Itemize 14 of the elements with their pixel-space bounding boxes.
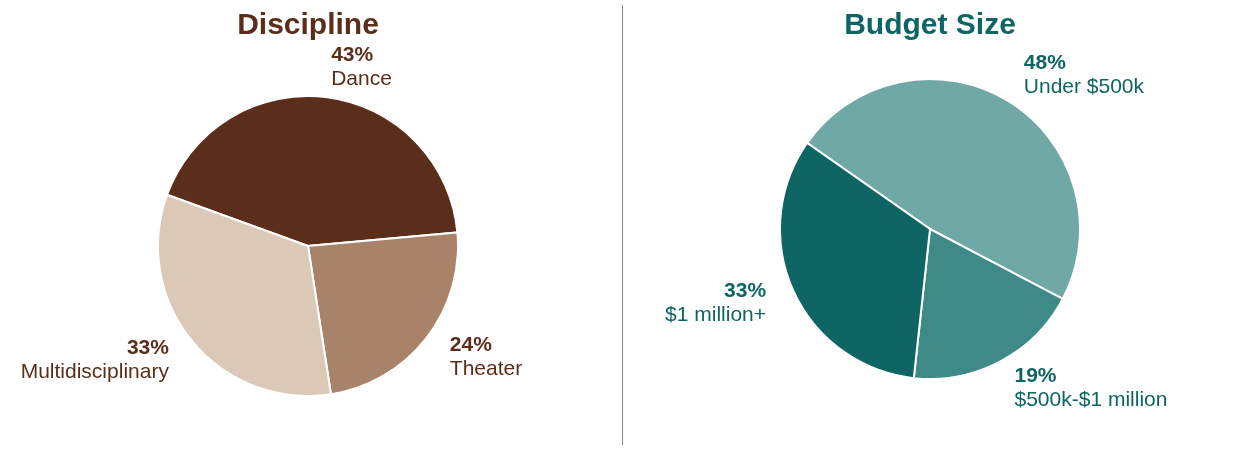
data-label: 48% xyxy=(1023,50,1067,74)
chart-title: Discipline xyxy=(237,7,379,41)
data-label: 33% xyxy=(126,335,170,359)
slice-label: Multidisciplinary xyxy=(20,359,170,383)
data-label: 33% xyxy=(724,278,767,302)
data-label: 24% xyxy=(449,331,493,355)
slice-label: Dance xyxy=(331,66,392,90)
data-label: 19% xyxy=(1014,362,1057,386)
slice-label: $500k-$1 million xyxy=(1014,386,1168,410)
slice-label: Theater xyxy=(449,355,523,379)
slice-label: $1 million+ xyxy=(665,302,767,326)
slice-label: Under $500k xyxy=(1023,74,1145,98)
data-label: 43% xyxy=(331,42,374,66)
chart-title: Budget Size xyxy=(844,7,1016,40)
